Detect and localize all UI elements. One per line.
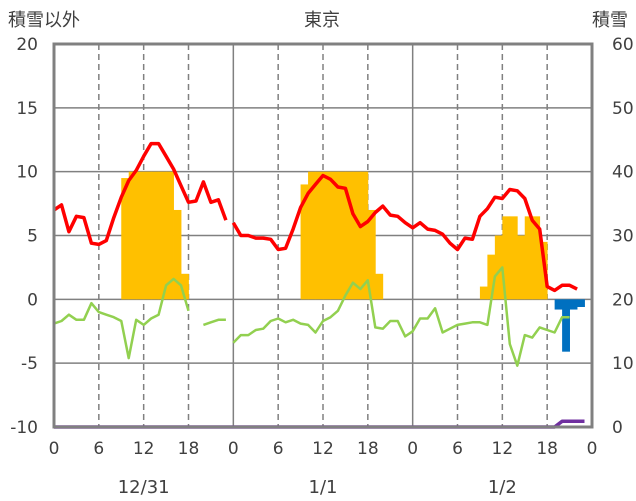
snow-depth-bar [121, 178, 130, 300]
wind-line [232, 266, 570, 367]
snow-depth-bar [360, 171, 369, 300]
snow-depth-bar [308, 171, 316, 300]
right-tick-label: 10 [612, 354, 634, 374]
wind-line [53, 277, 190, 360]
date-labels: 12/31 1/1 1/2 [118, 477, 517, 498]
left-tick-label: 0 [27, 290, 38, 310]
snow-depth-bars [121, 171, 548, 300]
snow-depth-bar [494, 235, 503, 300]
plot-border [52, 42, 594, 429]
right-tick-label: 30 [612, 227, 634, 247]
temperature-line [231, 173, 578, 293]
hour-tick-label: 0 [49, 439, 60, 459]
snow-depth-bar [330, 171, 339, 300]
temperature-line [53, 141, 228, 247]
date-label: 1/1 [309, 477, 338, 498]
snow-depth-bar [323, 171, 331, 300]
hour-tick-label: 12 [133, 439, 155, 459]
snow-depth-bar [502, 216, 511, 300]
snow-depth-bar [345, 171, 354, 300]
snow-depth-bar [524, 216, 533, 300]
snow-depth-bar [479, 286, 488, 300]
chart-title: 東京 [304, 10, 340, 31]
precipitation-bar [562, 299, 570, 352]
left-tick-label: -10 [10, 418, 38, 438]
hour-tick-label: 6 [273, 439, 284, 459]
snow-depth-bar [352, 171, 361, 300]
snow-depth-bar [509, 216, 518, 300]
precipitation-bar [577, 299, 585, 307]
snow-depth-bar [337, 171, 346, 300]
snow-depth-bar [300, 184, 309, 300]
date-label: 12/31 [118, 477, 170, 498]
hour-tick-label: 0 [407, 439, 418, 459]
right-tick-label: 60 [612, 35, 634, 55]
snow-depth-bar [375, 273, 384, 300]
left-axis-label: 積雪以外 [8, 10, 80, 31]
snow-depth-bar [173, 209, 182, 300]
snow-depth-bar [367, 209, 376, 300]
hour-tick-label: 0 [587, 439, 598, 459]
left-tick-label: -5 [21, 354, 38, 374]
right-tick-label: 50 [612, 99, 634, 119]
right-tick-label: 40 [612, 163, 634, 183]
right-tick-labels: 60 50 40 30 20 10 0 [612, 35, 634, 438]
left-tick-label: 15 [16, 99, 38, 119]
snow-depth-bar [151, 171, 160, 300]
snow-depth-bar [532, 216, 541, 300]
plot-frame [52, 42, 594, 429]
hour-tick-label: 18 [357, 439, 379, 459]
left-tick-labels: 20 15 10 5 0 -5 -10 [10, 35, 38, 438]
snow-depth-bar [166, 171, 174, 300]
precipitation-bar [554, 299, 563, 310]
precipitation-bar [569, 299, 578, 310]
hour-tick-label: 12 [312, 439, 334, 459]
snow-depth-bar [517, 235, 526, 300]
snow-depth-bar [128, 171, 137, 300]
hour-tick-label: 0 [228, 439, 239, 459]
hour-tick-label: 18 [536, 439, 558, 459]
hour-tick-label: 18 [178, 439, 200, 459]
hour-tick-label: 6 [93, 439, 104, 459]
wind-line [202, 318, 226, 327]
snow-depth-bar [487, 254, 496, 300]
snow-depth-bar [143, 171, 152, 300]
right-tick-label: 20 [612, 290, 634, 310]
snow-depth-bar [315, 171, 324, 300]
hour-tick-labels: 0 6 12 18 0 6 12 18 0 6 12 18 0 [49, 439, 598, 459]
precipitation-bars [554, 299, 585, 352]
snow-depth-bar [158, 171, 167, 300]
date-label: 1/2 [488, 477, 517, 498]
hour-tick-label: 6 [452, 439, 463, 459]
right-tick-label: 0 [612, 418, 623, 438]
left-tick-label: 10 [16, 163, 38, 183]
left-tick-label: 20 [16, 35, 38, 55]
snow-depth-bar [136, 171, 145, 300]
hour-tick-label: 12 [492, 439, 514, 459]
snow-depth-bar [181, 273, 189, 300]
right-axis-label: 積雪 [592, 10, 628, 31]
left-tick-label: 5 [27, 227, 38, 247]
